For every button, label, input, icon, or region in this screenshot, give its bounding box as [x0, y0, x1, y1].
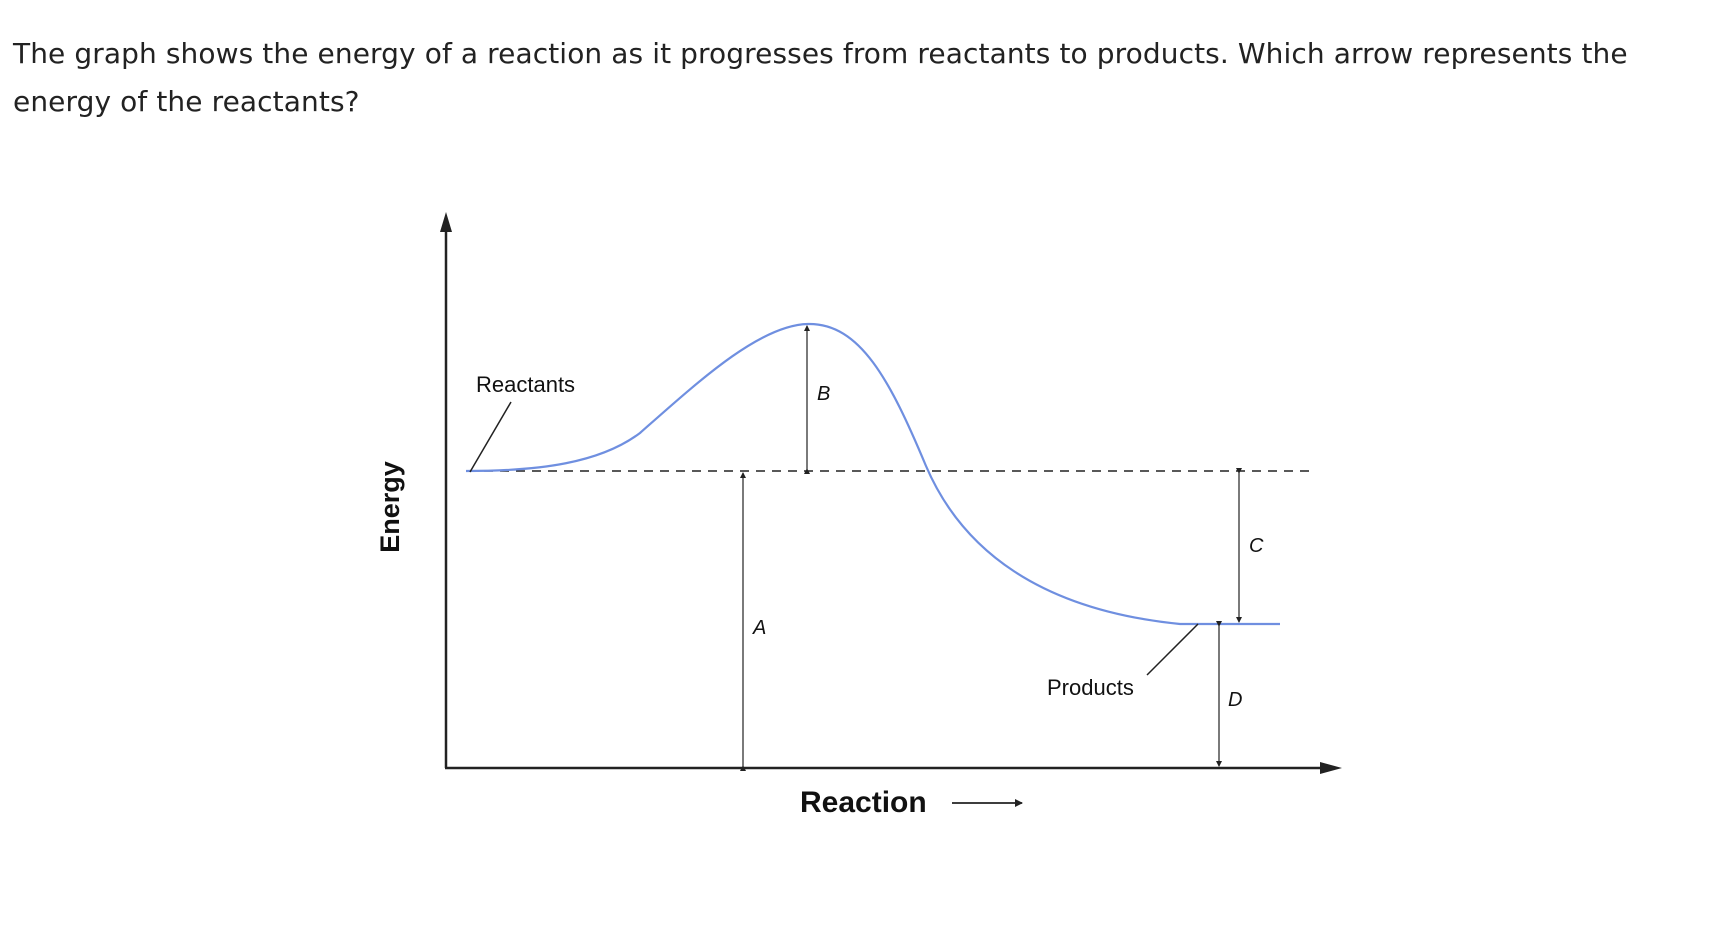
reactants-leader-line: [469, 401, 512, 473]
arrow-a-label: A: [752, 617, 766, 639]
arrow-c-label: C: [1249, 535, 1264, 557]
x-axis-arrowhead: [1320, 762, 1342, 774]
question-text: The graph shows the energy of a reaction…: [13, 37, 1628, 118]
reactants-label: Reactants: [476, 372, 575, 397]
products-label: Products: [1047, 675, 1134, 700]
y-axis-label: Energy: [375, 461, 405, 553]
products-leader-line: [1146, 623, 1199, 676]
arrow-d-label: D: [1228, 689, 1242, 711]
x-axis-label: Reaction: [800, 786, 927, 819]
y-axis-arrowhead: [440, 212, 452, 232]
energy-curve: [465, 322, 1280, 626]
arrow-b-label: B: [817, 383, 830, 405]
